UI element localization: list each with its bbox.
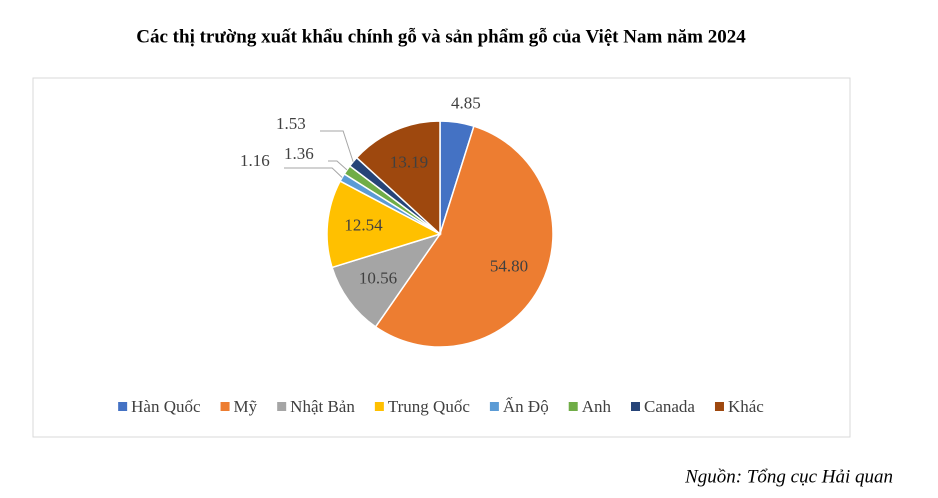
legend-label: Trung Quốc xyxy=(388,397,470,416)
legend-label: Canada xyxy=(644,397,695,416)
legend-label: Nhật Bản xyxy=(290,397,355,416)
leader-line xyxy=(320,130,354,162)
leader-line xyxy=(328,160,348,171)
data-label: 1.53 xyxy=(276,114,306,133)
legend-swatch xyxy=(220,402,230,411)
legend-swatch xyxy=(277,402,287,411)
leader-line xyxy=(284,167,343,178)
data-label: 13.19 xyxy=(390,153,428,172)
legend-swatch xyxy=(374,402,384,411)
pie-slice xyxy=(374,125,554,348)
chart-frame xyxy=(32,77,851,438)
data-label: 1.16 xyxy=(240,151,270,170)
legend-label: Khác xyxy=(728,397,764,416)
data-label: 4.85 xyxy=(451,93,481,112)
legend-label: Ấn Độ xyxy=(503,397,549,416)
legend-swatch xyxy=(714,402,724,411)
data-label: 54.80 xyxy=(490,257,528,276)
legend-swatch xyxy=(489,402,499,411)
legend-swatch xyxy=(630,402,640,411)
data-label: 10.56 xyxy=(359,268,397,287)
legend-swatch xyxy=(568,402,578,411)
pie-slice xyxy=(331,232,442,328)
pie-slice xyxy=(355,120,441,236)
legend-label: Hàn Quốc xyxy=(131,397,201,416)
data-label: 12.54 xyxy=(344,216,383,235)
pie-slice xyxy=(326,180,442,269)
legend-label: Mỹ xyxy=(234,397,258,416)
legend-label: Anh xyxy=(582,397,612,416)
data-label: 1.36 xyxy=(284,144,314,163)
source-note: Nguồn: Tổng cục Hải quan xyxy=(684,466,893,487)
legend-swatch xyxy=(118,402,128,411)
chart-title: Các thị trường xuất khẩu chính gỗ và sản… xyxy=(136,26,746,47)
